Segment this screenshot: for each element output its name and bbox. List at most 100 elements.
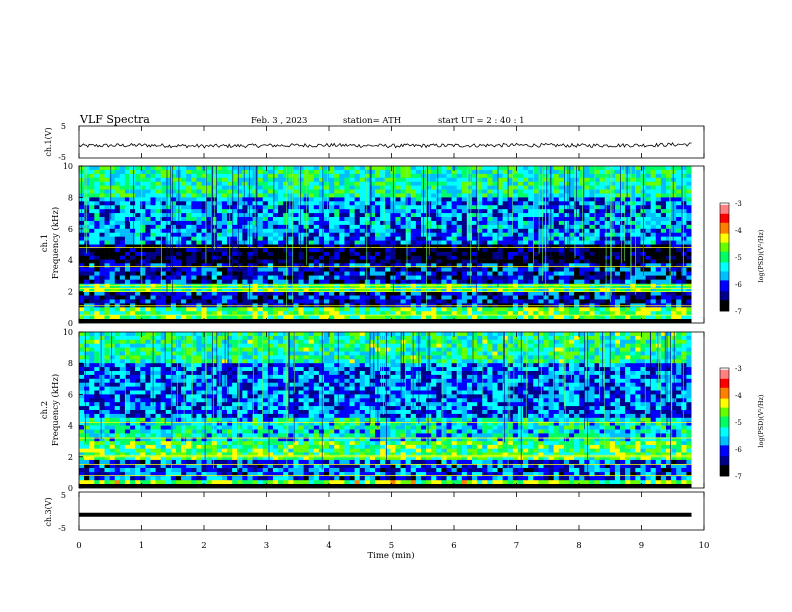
spectrogram-cell [528,248,534,253]
spectrogram-cell [579,275,585,280]
spectrogram-cell [584,315,590,320]
spectrogram-cell [160,193,167,198]
spectrogram-cell [466,240,473,245]
spectrogram-cell [604,263,611,268]
spectrogram-cell [135,279,141,285]
spectrogram-cell [221,267,228,272]
spectrogram-cell [492,228,498,234]
spectrogram-cell [385,197,391,202]
spectrogram-cell [237,201,243,206]
colorbar-step [720,210,729,213]
spectrogram-cell [681,283,687,288]
spectrogram-cell [349,166,355,171]
spectrogram-cell [497,267,503,272]
spectrogram-cell [369,189,376,194]
spectrogram-cell [569,307,575,312]
spectrogram-cell [436,205,442,210]
spectrogram-cell [492,236,498,241]
spectrogram-cell [533,197,539,202]
spectrogram-cell [472,255,478,260]
spectrogram-cell [512,271,519,276]
spectrogram-cell [584,181,590,186]
spectrogram-cell [99,197,105,202]
spectrogram-cell [247,224,253,230]
spectrogram-cell [431,228,437,234]
spectrogram-cell [324,244,330,249]
spectrogram-cell [553,279,560,285]
spectrogram-cell [89,169,95,175]
spectrogram-cell [630,197,636,202]
spectrogram-cell [395,209,401,214]
spectrogram-cell [676,295,682,300]
spectrogram-cell [334,287,340,292]
spectrogram-cell [262,271,269,276]
colorbar-step [720,231,729,234]
spectrogram-cell [579,283,585,288]
spectrogram-cell [324,173,330,179]
spectrogram-cell [104,224,110,230]
spectrogram-cell [584,193,590,198]
spectrogram-cell [94,311,100,316]
spectrogram-cell [620,259,626,264]
spectrogram-cell [395,244,401,249]
spectrogram-cell [267,209,274,214]
spectrogram-cell [94,255,100,260]
spectrogram-cell [400,197,406,202]
spectrogram-cell [609,201,616,206]
spectrogram-cell [247,236,253,241]
spectrogram-cell [477,169,483,175]
spectrogram-cell [308,185,315,190]
spectrogram-cell [558,177,565,183]
spectrogram-cell [671,267,677,272]
spectrogram-cell [206,228,212,234]
spectrogram-cell [308,173,315,179]
spectrogram-cell [135,315,141,320]
spectrogram-cell [354,275,361,280]
spectrogram-cell [267,283,274,288]
spectrogram-cell [512,205,519,210]
spectrogram-cell [436,228,442,234]
spectrogram-cell [303,311,309,316]
spectrogram-cell [594,189,600,194]
spectrogram-cell [558,307,565,312]
spectrogram-cell [415,166,422,171]
spectrogram-cell [364,307,371,312]
spectrogram-cell [150,263,156,268]
spectrogram-cell [385,315,391,320]
spectrogram-cell [630,255,636,260]
spectrogram-cell [441,244,447,249]
spectrogram-cell [119,217,126,222]
spectrogram-cell [145,181,151,186]
spectrogram-cell [461,220,468,226]
spectrogram-cell [548,236,554,241]
spectrogram-cell [104,315,110,320]
spectrogram-cell [436,295,442,300]
spectrogram-cell [119,189,126,194]
spectrogram-cell [130,299,136,304]
spectrogram-cell [334,217,340,222]
spectrogram-cell [221,197,228,202]
spectrogram-cell [410,181,417,186]
spectrogram-cell [426,177,432,183]
spectrogram-cell [487,232,493,237]
spectrogram-cell [431,220,437,226]
spectrogram-cell [558,271,565,276]
spectrogram-cell [324,252,330,257]
spectrogram-cell [620,201,626,206]
spectrogram-cell [655,311,662,316]
spectrogram-cell [502,228,509,234]
spectrogram-cell [109,205,116,210]
spectrogram-cell [599,217,606,222]
spectrogram-cell [553,275,560,280]
spectrogram-cell [94,213,100,218]
spectrogram-cell [79,275,85,280]
spectrogram-cell [298,295,304,300]
spectrogram-cell [599,275,606,280]
spectrogram-cell [165,255,172,260]
spectrogram-cell [660,193,667,198]
spectrogram-cell [563,189,570,194]
spectrogram-cell [313,224,320,230]
spectrogram-cell [466,283,473,288]
spectrogram-cell [252,299,258,304]
spectrogram-cell [676,169,682,175]
